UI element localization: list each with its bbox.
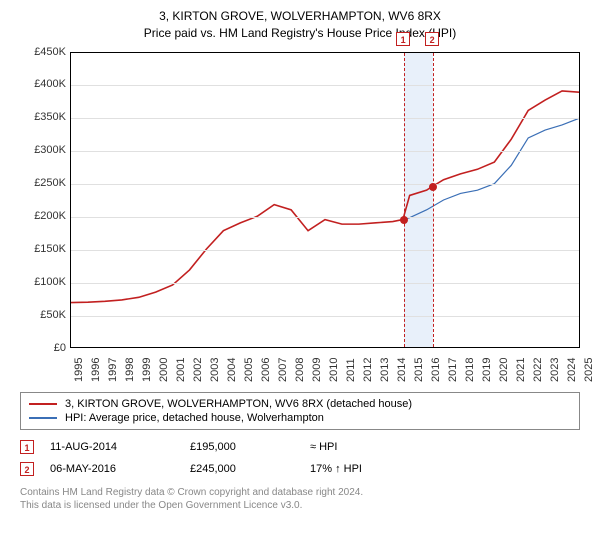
xtick-label: 2018 bbox=[464, 357, 470, 381]
sale-price-2: £245,000 bbox=[190, 463, 310, 475]
ytick-label: £150K bbox=[20, 243, 66, 255]
sale-marker-1: 1 bbox=[20, 440, 34, 454]
gridline-h bbox=[71, 118, 579, 119]
sale-point-dot bbox=[400, 216, 408, 224]
chart-svg bbox=[71, 53, 579, 347]
sale-price-1: £195,000 bbox=[190, 441, 310, 453]
ytick-label: £400K bbox=[20, 78, 66, 90]
sale-marker-box: 1 bbox=[396, 32, 410, 46]
series-property bbox=[71, 91, 579, 303]
legend-label-property: 3, KIRTON GROVE, WOLVERHAMPTON, WV6 8RX … bbox=[65, 398, 412, 410]
sale-marker-2: 2 bbox=[20, 462, 34, 476]
xtick-label: 2024 bbox=[566, 357, 572, 381]
gridline-h bbox=[71, 184, 579, 185]
xtick-label: 2011 bbox=[345, 358, 351, 382]
ytick-label: £0 bbox=[20, 342, 66, 354]
legend-row-property: 3, KIRTON GROVE, WOLVERHAMPTON, WV6 8RX … bbox=[29, 397, 571, 411]
legend-box: 3, KIRTON GROVE, WOLVERHAMPTON, WV6 8RX … bbox=[20, 392, 580, 430]
gridline-h bbox=[71, 250, 579, 251]
legend-label-hpi: HPI: Average price, detached house, Wolv… bbox=[65, 412, 324, 424]
gridline-h bbox=[71, 151, 579, 152]
sale-table: 1 11-AUG-2014 £195,000 ≈ HPI 2 06-MAY-20… bbox=[20, 436, 580, 480]
xtick-label: 2022 bbox=[532, 357, 538, 381]
gridline-h bbox=[71, 316, 579, 317]
legend-swatch-hpi bbox=[29, 417, 57, 419]
xtick-label: 2005 bbox=[243, 357, 249, 381]
xtick-label: 2023 bbox=[549, 357, 555, 381]
xtick-label: 2025 bbox=[583, 357, 589, 381]
xtick-label: 2020 bbox=[498, 357, 504, 381]
sale-marker-box: 2 bbox=[425, 32, 439, 46]
footer-line2: This data is licensed under the Open Gov… bbox=[20, 499, 580, 512]
xtick-label: 2007 bbox=[277, 357, 283, 381]
ytick-label: £350K bbox=[20, 111, 66, 123]
xtick-label: 1995 bbox=[73, 357, 79, 381]
xtick-label: 2016 bbox=[430, 357, 436, 381]
xtick-label: 2014 bbox=[396, 357, 402, 381]
gridline-h bbox=[71, 217, 579, 218]
xtick-label: 2008 bbox=[294, 357, 300, 381]
sale-point-dot bbox=[429, 183, 437, 191]
sale-compare-1: ≈ HPI bbox=[310, 441, 337, 453]
ytick-label: £100K bbox=[20, 276, 66, 288]
xtick-label: 1997 bbox=[107, 357, 113, 381]
xtick-label: 2017 bbox=[447, 357, 453, 381]
title-address: 3, KIRTON GROVE, WOLVERHAMPTON, WV6 8RX bbox=[8, 8, 592, 25]
sale-vline bbox=[433, 53, 434, 347]
title-subtitle: Price paid vs. HM Land Registry's House … bbox=[8, 25, 592, 42]
xtick-label: 2021 bbox=[515, 357, 521, 381]
gridline-h bbox=[71, 85, 579, 86]
xtick-label: 1999 bbox=[141, 357, 147, 381]
xtick-label: 2013 bbox=[379, 357, 385, 381]
xtick-label: 2012 bbox=[362, 357, 368, 381]
series-hpi bbox=[403, 118, 579, 219]
xtick-label: 2002 bbox=[192, 357, 198, 381]
sale-compare-2: 17% ↑ HPI bbox=[310, 463, 362, 475]
ytick-label: £300K bbox=[20, 144, 66, 156]
ytick-label: £50K bbox=[20, 309, 66, 321]
xtick-label: 2015 bbox=[413, 357, 419, 381]
xtick-label: 2001 bbox=[175, 357, 181, 381]
xtick-label: 2003 bbox=[209, 357, 215, 381]
xtick-label: 2010 bbox=[328, 357, 334, 381]
xtick-label: 1998 bbox=[124, 357, 130, 381]
xtick-label: 2019 bbox=[481, 357, 487, 381]
plot-area bbox=[70, 52, 580, 348]
ytick-label: £200K bbox=[20, 210, 66, 222]
sale-date-1: 11-AUG-2014 bbox=[50, 441, 190, 453]
xtick-label: 2004 bbox=[226, 357, 232, 381]
ytick-label: £250K bbox=[20, 177, 66, 189]
xtick-label: 2006 bbox=[260, 357, 266, 381]
sale-vline bbox=[404, 53, 405, 347]
sale-date-2: 06-MAY-2016 bbox=[50, 463, 190, 475]
gridline-h bbox=[71, 283, 579, 284]
chart-wrap: £0 £50K £100K £150K £200K £250K £300K £350K £400… bbox=[20, 48, 580, 388]
legend-swatch-property bbox=[29, 403, 57, 405]
chart-container: 3, KIRTON GROVE, WOLVERHAMPTON, WV6 8RX … bbox=[0, 0, 600, 560]
footer-line1: Contains HM Land Registry data © Crown c… bbox=[20, 486, 580, 499]
xtick-label: 1996 bbox=[90, 357, 96, 381]
ytick-label: £450K bbox=[20, 46, 66, 58]
legend-row-hpi: HPI: Average price, detached house, Wolv… bbox=[29, 411, 571, 425]
sale-row-1: 1 11-AUG-2014 £195,000 ≈ HPI bbox=[20, 436, 580, 458]
sale-row-2: 2 06-MAY-2016 £245,000 17% ↑ HPI bbox=[20, 458, 580, 480]
xtick-label: 2000 bbox=[158, 357, 164, 381]
title-block: 3, KIRTON GROVE, WOLVERHAMPTON, WV6 8RX … bbox=[8, 8, 592, 42]
xtick-label: 2009 bbox=[311, 357, 317, 381]
footer: Contains HM Land Registry data © Crown c… bbox=[20, 486, 580, 512]
